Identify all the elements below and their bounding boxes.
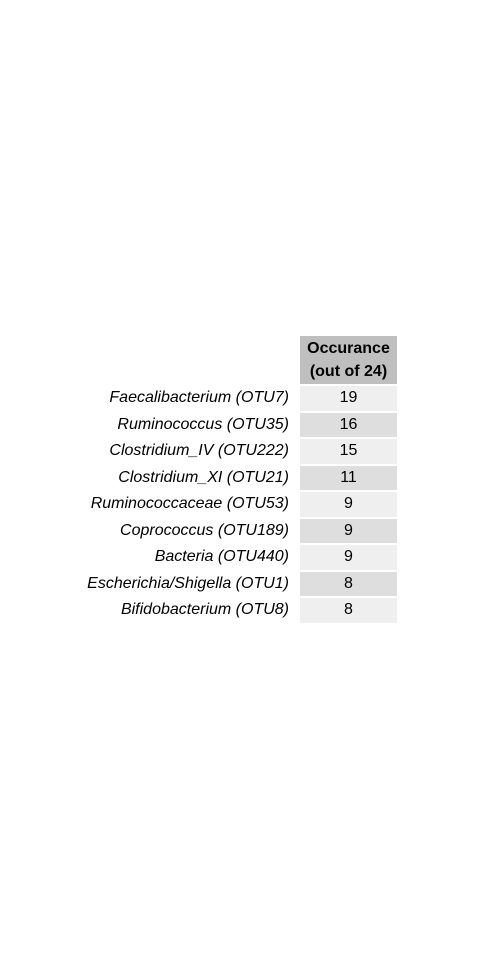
row-value: 15: [300, 439, 397, 464]
row-label: Faecalibacterium (OTU7): [109, 389, 289, 407]
row-value: 11: [300, 465, 397, 490]
row-value: 9: [300, 492, 397, 517]
occurrence-table: Occurance (out of 24) Faecalibacterium (…: [0, 336, 480, 625]
row-label: Clostridium_XI (OTU21): [118, 468, 289, 486]
row-label: Bacteria (OTU440): [154, 548, 289, 566]
table-header-row: Occurance (out of 24): [0, 336, 480, 384]
row-label: Escherichia/Shigella (OTU1): [87, 574, 289, 592]
table-body: Faecalibacterium (OTU7) 19 Ruminococcus (O…: [0, 386, 480, 623]
table-row: Faecalibacterium (OTU7) 19: [0, 386, 480, 411]
table-row: Escherichia/Shigella (OTU1) 8: [0, 571, 480, 596]
row-value: 8: [300, 598, 397, 623]
table-row: Coprococcus (OTU189) 9: [0, 518, 480, 543]
row-value: 19: [300, 386, 397, 411]
row-value: 9: [300, 545, 397, 570]
row-value: 9: [300, 518, 397, 543]
table-row: Clostridium_XI (OTU21) 11: [0, 465, 480, 490]
header-line-2: (out of 24): [309, 363, 388, 380]
row-value: 16: [300, 412, 397, 437]
row-label: Clostridium_IV (OTU222): [109, 442, 289, 460]
row-label: Ruminococcaceae (OTU53): [90, 495, 289, 513]
table-row: Bifidobacterium (OTU8) 8: [0, 598, 480, 623]
table-row: Clostridium_IV (OTU222) 15: [0, 439, 480, 464]
row-value: 8: [300, 571, 397, 596]
row-label: Bifidobacterium (OTU8): [120, 601, 289, 619]
occurrence-column-header: Occurance (out of 24): [300, 336, 397, 384]
header-line-1: Occurance: [307, 340, 390, 357]
table-row: Ruminococcaceae (OTU53) 9: [0, 492, 480, 517]
table-row: Ruminococcus (OTU35) 16: [0, 412, 480, 437]
table-row: Bacteria (OTU440) 9: [0, 545, 480, 570]
row-label: Coprococcus (OTU189): [120, 521, 289, 539]
row-label: Ruminococcus (OTU35): [117, 415, 289, 433]
